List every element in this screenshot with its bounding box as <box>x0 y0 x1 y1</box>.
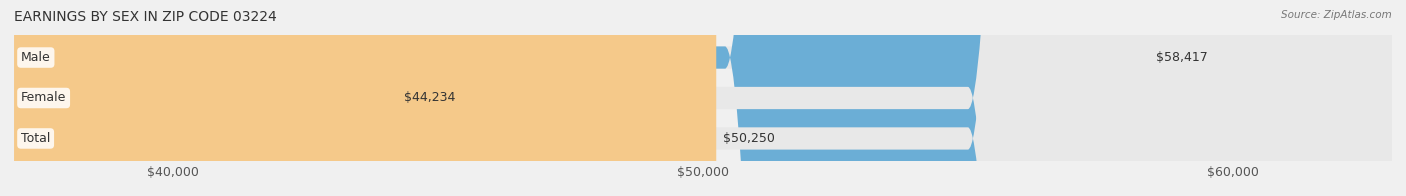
Text: $44,234: $44,234 <box>405 92 456 104</box>
Text: $50,250: $50,250 <box>723 132 775 145</box>
Text: Female: Female <box>21 92 66 104</box>
Text: $58,417: $58,417 <box>1156 51 1208 64</box>
Text: Total: Total <box>21 132 51 145</box>
FancyBboxPatch shape <box>14 0 1392 196</box>
FancyBboxPatch shape <box>0 0 439 196</box>
Text: EARNINGS BY SEX IN ZIP CODE 03224: EARNINGS BY SEX IN ZIP CODE 03224 <box>14 10 277 24</box>
FancyBboxPatch shape <box>14 0 1149 196</box>
FancyBboxPatch shape <box>14 0 1392 196</box>
Text: Male: Male <box>21 51 51 64</box>
Text: Source: ZipAtlas.com: Source: ZipAtlas.com <box>1281 10 1392 20</box>
FancyBboxPatch shape <box>14 0 1392 196</box>
FancyBboxPatch shape <box>14 0 716 196</box>
